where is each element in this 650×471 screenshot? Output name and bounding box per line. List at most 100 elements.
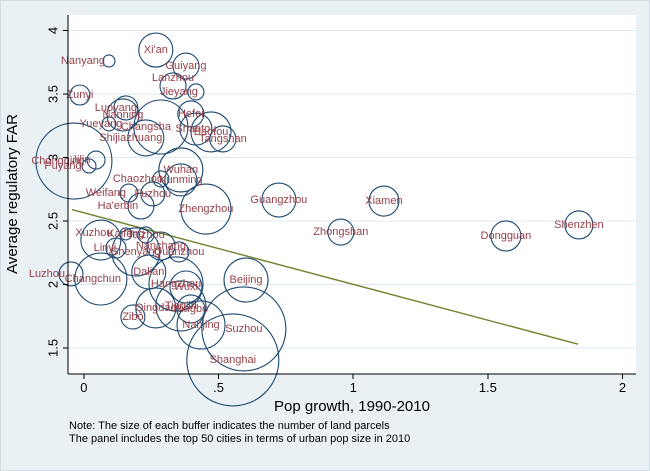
y-tick-label-1.5: 1.5 [45, 339, 60, 357]
bubble-dongguan [490, 220, 522, 252]
bubble-jilin [86, 150, 106, 170]
city-label-puyang: Puyang [44, 160, 81, 172]
y-tick-label-3: 3 [45, 154, 60, 161]
bubble-fuzhou [140, 181, 166, 207]
bubble-yueyang [101, 116, 117, 132]
x-tick-label-.5: .5 [213, 380, 224, 395]
bubble-puyang [81, 158, 97, 174]
city-label-ningbo: Ningbo [173, 303, 208, 315]
bubble-chaozhou [152, 170, 170, 188]
city-label-baotou: Baotou [194, 126, 229, 138]
city-label-nanyang: Nanyang [61, 55, 105, 67]
city-label-jilin: Jilin [72, 154, 91, 166]
city-label-luzhou: Luzhou [29, 268, 65, 280]
note-line-1: Note: The size of each buffer indicates … [69, 420, 390, 432]
city-label-tangshan: Tangshan [199, 133, 247, 145]
city-label-guangzhou: Guangzhou [250, 194, 307, 206]
city-label-zibo: Zibo [122, 311, 143, 323]
x-axis-title: Pop growth, 1990-2010 [274, 398, 430, 415]
city-label-dongguan: Dongguan [481, 230, 532, 242]
bubble-wuhan [158, 147, 204, 193]
bubble-xi-an [138, 32, 174, 68]
bubble-shenyang [111, 227, 161, 277]
city-label-lanzhou: Lanzhou [152, 72, 194, 84]
city-label-nanchang: Nanchang [136, 240, 186, 252]
city-label-wuxi: Wuxi [174, 281, 198, 293]
city-label-hangzhou: Hangzhou [151, 278, 201, 290]
city-label-shenzhen: Shenzhen [554, 219, 604, 231]
y-axis-title: Average regulatory FAR [4, 114, 21, 274]
city-label-kaifeng: Kaifeng [107, 228, 144, 240]
bubble-kunming [164, 163, 198, 197]
city-label-luoyang: Luoyang [95, 102, 137, 114]
city-label-shijiazhuang: Shijiazhuang [99, 132, 162, 144]
city-label-changchun: Changchun [65, 273, 121, 285]
city-label-weifang: Weifang [86, 187, 126, 199]
bubble-shijiazhuang [127, 119, 165, 157]
city-label-tianjin: Tianjin [165, 300, 197, 312]
bubble-zhongshan [327, 218, 355, 246]
y-tick-label-4: 4 [45, 27, 60, 34]
bubble-baotou [190, 111, 232, 153]
city-label-dalian: Dalian [133, 266, 164, 278]
bubble-xiamen [368, 185, 400, 217]
x-tick-label-1.5: 1.5 [479, 380, 497, 395]
bubble-shenzhen [564, 210, 594, 240]
city-label-qingdao: Qingdao [135, 302, 177, 314]
bubble-hefei [177, 100, 205, 128]
bubble-ha-erbin [127, 192, 155, 220]
y-tick-label-2.5: 2.5 [45, 212, 60, 230]
bubble-lanzhou [159, 72, 187, 100]
bubble-xuzhou [80, 219, 122, 261]
city-label-chongqing: Chongqing [31, 155, 84, 167]
city-label-quanzhou: Quanzhou [154, 246, 205, 258]
city-label-taizhou: Taizhou [127, 229, 165, 241]
city-label-fuzhou: Fuzhou [134, 188, 171, 200]
bubble-wuxi [169, 270, 203, 304]
city-label-nanjing: Nanjing [182, 319, 219, 331]
bubble-guiyang [172, 52, 200, 80]
city-label-beijing: Beijing [230, 274, 263, 286]
bubble-changsha [133, 99, 189, 155]
note-line-2: The panel includes the top 50 cities in … [69, 433, 411, 445]
bubble-nanyang [102, 54, 116, 68]
city-label-chaozhou: Chaozhou [113, 173, 163, 185]
city-label-changsha: Changsha [121, 121, 172, 133]
city-label-zhengzhou: Zhengzhou [178, 203, 233, 215]
bubble-tianjin [155, 280, 207, 332]
city-label-yueyang: Yueyang [80, 118, 123, 130]
bubble-zhengzhou [180, 183, 232, 235]
x-tick-label-0: 0 [80, 380, 87, 395]
plot-area [68, 15, 636, 374]
city-label-xiamen: Xiamen [365, 195, 402, 207]
bubble-zunyi [69, 84, 91, 106]
city-label-xuzhou: Xuzhou [75, 227, 112, 239]
bubble-guangzhou [261, 182, 297, 218]
city-label-zunyi: Zunyi [66, 89, 93, 101]
city-label-linyi: Linyi [94, 242, 117, 254]
city-label-hefei: Hefei [178, 108, 204, 120]
city-label-nanning: Nanning [102, 109, 143, 121]
trend-line [71, 208, 579, 345]
bubble-jieyang [187, 83, 205, 101]
bubble-nanjing [176, 300, 226, 350]
y-tick-label-3.5: 3.5 [45, 85, 60, 103]
bubble-taizhou [137, 226, 155, 244]
city-label-wuhan: Wuhan [164, 164, 199, 176]
bubble-nanning [106, 98, 140, 132]
city-label-shantou: Shantou [175, 123, 216, 135]
city-label-jieyang: Jieyang [160, 86, 198, 98]
city-label-guiyang: Guiyang [165, 60, 206, 72]
bubble-ningbo [176, 294, 206, 324]
city-label-xi-an: Xi'an [144, 44, 168, 56]
x-tick-label-1: 1 [350, 380, 357, 395]
bubble-qingdao [135, 287, 177, 329]
bubble-suzhou [201, 286, 287, 372]
city-label-shanghai: Shanghai [210, 354, 257, 366]
bubble-tangshan [209, 125, 237, 153]
bubble-beijing [223, 257, 269, 303]
bubble-zibo [120, 304, 146, 330]
city-label-suzhou: Suzhou [225, 323, 262, 335]
